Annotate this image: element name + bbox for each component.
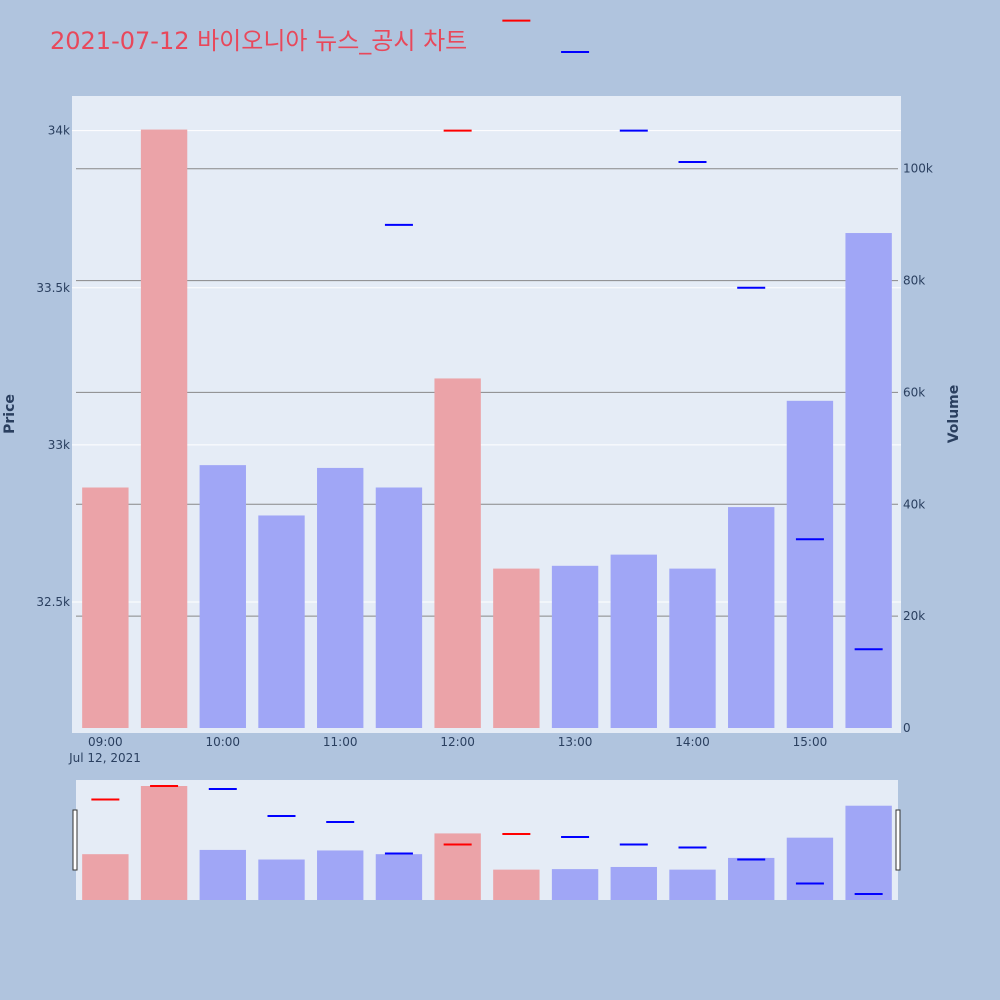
x-tick-label: 10:00	[205, 735, 240, 749]
range-volume-bar	[669, 869, 716, 900]
range-slider-left-handle[interactable]	[72, 809, 78, 871]
volume-bar	[551, 565, 599, 728]
price-tick-label: 34k	[48, 124, 70, 138]
volume-tick-label: 40k	[903, 497, 925, 511]
price-tick-label: 33.5k	[36, 281, 70, 295]
range-volume-bar	[258, 859, 305, 900]
range-volume-bar	[317, 850, 364, 900]
volume-bar	[258, 515, 305, 728]
range-volume-bar	[434, 833, 481, 900]
volume-bar	[669, 568, 716, 728]
range-volume-bar	[845, 805, 892, 900]
range-volume-bar	[140, 786, 188, 900]
main-plot-area	[72, 96, 901, 733]
range-slider[interactable]	[76, 780, 898, 900]
range-volume-bar	[786, 837, 834, 900]
volume-bar	[845, 233, 892, 728]
x-date-label: Jul 12, 2021	[68, 751, 141, 765]
volume-tick-label: 0	[903, 721, 911, 735]
price-tick-label: 32.5k	[36, 595, 70, 609]
range-volume-bar	[375, 854, 423, 900]
x-tick-label: 12:00	[440, 735, 475, 749]
range-volume-bar	[728, 857, 775, 900]
x-tick-label: 13:00	[558, 735, 593, 749]
range-volume-bar	[610, 866, 657, 900]
volume-bar	[317, 467, 364, 728]
range-volume-bar	[82, 854, 129, 900]
x-tick-label: 11:00	[323, 735, 358, 749]
range-volume-bar	[493, 869, 540, 900]
volume-bar	[140, 129, 188, 729]
volume-bar	[728, 507, 775, 728]
volume-tick-label: 100k	[903, 162, 933, 176]
x-tick-label: 09:00	[88, 735, 123, 749]
volume-bar	[82, 487, 129, 728]
range-slider-right-handle[interactable]	[895, 809, 901, 871]
volume-tick-label: 20k	[903, 609, 925, 623]
volume-tick-label: 80k	[903, 274, 925, 288]
range-volume-bar	[551, 869, 599, 900]
volume-bar	[493, 568, 540, 728]
volume-bar	[610, 554, 657, 728]
volume-axis-title: Volume	[946, 385, 962, 444]
volume-bar	[199, 465, 246, 728]
range-volume-bar	[199, 849, 246, 900]
chart-title: 2021-07-12 바이오니아 뉴스_공시 차트	[50, 27, 467, 55]
x-tick-label: 14:00	[675, 735, 710, 749]
volume-tick-label: 60k	[903, 385, 925, 399]
volume-bar	[375, 487, 423, 728]
x-tick-label: 15:00	[793, 735, 828, 749]
price-tick-label: 33k	[48, 438, 70, 452]
volume-bar	[434, 378, 481, 728]
price-axis-title: Price	[2, 394, 18, 434]
volume-bar	[786, 400, 834, 728]
